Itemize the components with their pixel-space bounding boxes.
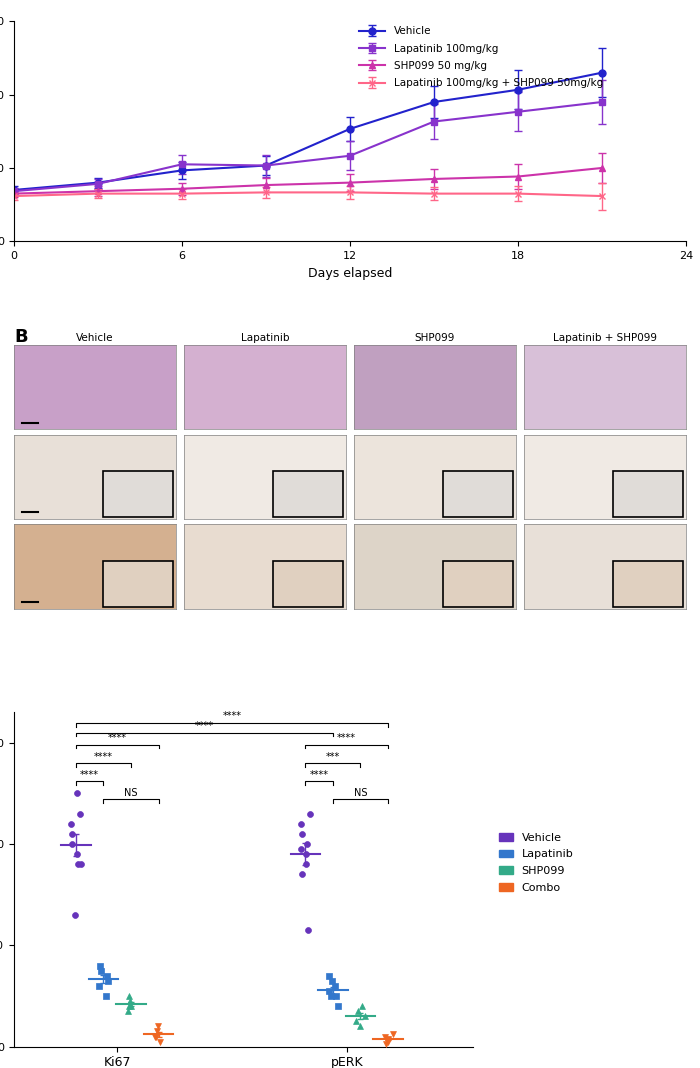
Point (71, 785, 83, 802)
Point (126, 998, 137, 1015)
Title: Lapatinib: Lapatinib (241, 333, 289, 343)
Bar (443, 471, 512, 517)
Point (123, 988, 134, 1005)
Title: SHP099: SHP099 (415, 333, 455, 343)
Text: ****: **** (94, 752, 113, 761)
Point (71, 846, 83, 863)
Point (329, 977, 340, 994)
Text: ****: **** (80, 770, 99, 780)
Point (125, 992, 136, 1009)
Bar (613, 561, 682, 607)
Point (297, 826, 308, 843)
Point (94, 957, 106, 974)
Text: NS: NS (354, 788, 368, 798)
Text: ****: **** (337, 734, 356, 743)
Point (69, 907, 80, 924)
Point (356, 998, 368, 1015)
Point (151, 1028, 162, 1046)
Bar (273, 471, 343, 517)
Point (73, 855, 84, 873)
Point (383, 1033, 394, 1050)
Point (332, 998, 343, 1015)
Point (103, 972, 114, 989)
Point (359, 1008, 370, 1025)
Point (123, 998, 134, 1015)
Point (323, 968, 335, 985)
Point (355, 1018, 366, 1035)
Text: NS: NS (125, 788, 138, 798)
Point (152, 1023, 163, 1040)
Text: B: B (14, 328, 27, 346)
X-axis label: Days elapsed: Days elapsed (308, 267, 392, 280)
Point (383, 1030, 394, 1047)
Point (153, 1018, 164, 1035)
Title: Lapatinib + SHP099: Lapatinib + SHP099 (553, 333, 657, 343)
Point (295, 815, 307, 832)
Text: ***: *** (326, 752, 340, 761)
Point (102, 968, 113, 985)
Point (67, 835, 78, 852)
Bar (443, 561, 512, 607)
Point (379, 1028, 391, 1046)
Point (350, 1012, 361, 1030)
Legend: Vehicle, Lapatinib, SHP099, Combo: Vehicle, Lapatinib, SHP099, Combo (495, 829, 578, 897)
Point (381, 1035, 392, 1052)
Point (295, 841, 307, 858)
Point (304, 805, 316, 822)
Point (330, 988, 342, 1005)
Point (67, 826, 78, 843)
Point (100, 988, 111, 1005)
Point (74, 805, 85, 822)
Point (302, 922, 314, 939)
Legend: Vehicle, Lapatinib 100mg/kg, SHP099 50 mg/kg, Lapatinib 100mg/kg + SHP099 50mg/k: Vehicle, Lapatinib 100mg/kg, SHP099 50 m… (355, 22, 607, 92)
Point (122, 1003, 134, 1020)
Text: ****: **** (309, 770, 329, 780)
Point (95, 962, 106, 979)
Bar (613, 471, 682, 517)
Point (301, 846, 312, 863)
Point (301, 835, 312, 852)
Point (326, 988, 337, 1005)
Point (323, 983, 335, 1000)
Point (297, 866, 308, 883)
Bar (273, 561, 343, 607)
Title: Vehicle: Vehicle (76, 333, 113, 343)
Point (149, 1028, 160, 1046)
Text: ****: **** (108, 734, 127, 743)
Point (154, 1033, 165, 1050)
Point (66, 815, 77, 832)
Point (353, 1003, 364, 1020)
Point (75, 855, 86, 873)
Point (93, 977, 104, 994)
Point (300, 855, 312, 873)
Text: ****: **** (195, 721, 214, 732)
Text: ****: **** (223, 711, 241, 721)
Point (327, 972, 338, 989)
Point (387, 1026, 398, 1043)
